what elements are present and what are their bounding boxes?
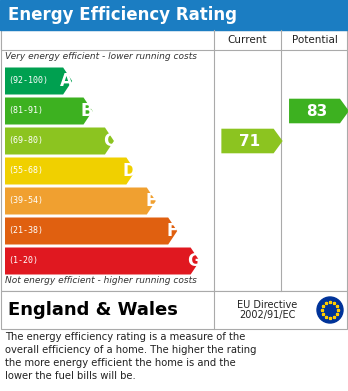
Polygon shape (5, 97, 93, 124)
Text: Not energy efficient - higher running costs: Not energy efficient - higher running co… (5, 276, 197, 285)
Text: (55-68): (55-68) (8, 167, 43, 176)
Bar (1, 291, 347, 329)
Polygon shape (221, 129, 283, 153)
Text: (92-100): (92-100) (8, 77, 48, 86)
Polygon shape (5, 127, 114, 154)
Polygon shape (289, 99, 348, 123)
Polygon shape (5, 68, 72, 95)
Text: England & Wales: England & Wales (8, 301, 178, 319)
Text: F: F (167, 222, 178, 240)
Text: Very energy efficient - lower running costs: Very energy efficient - lower running co… (5, 52, 197, 61)
Text: G: G (187, 252, 201, 270)
Bar (0, 0, 348, 30)
Bar (1, 30, 347, 50)
Text: Energy Efficiency Rating: Energy Efficiency Rating (8, 6, 237, 24)
Text: 71: 71 (239, 133, 260, 149)
Text: The energy efficiency rating is a measure of the: The energy efficiency rating is a measur… (5, 332, 245, 342)
Text: (69-80): (69-80) (8, 136, 43, 145)
Text: overall efficiency of a home. The higher the rating: overall efficiency of a home. The higher… (5, 345, 256, 355)
Polygon shape (5, 188, 156, 215)
Polygon shape (5, 248, 200, 274)
Text: (39-54): (39-54) (8, 197, 43, 206)
Text: 83: 83 (306, 104, 327, 118)
Text: the more energy efficient the home is and the: the more energy efficient the home is an… (5, 358, 236, 368)
Text: lower the fuel bills will be.: lower the fuel bills will be. (5, 371, 136, 381)
Text: C: C (103, 132, 115, 150)
Text: D: D (122, 162, 136, 180)
Text: B: B (81, 102, 94, 120)
Polygon shape (5, 158, 135, 185)
Text: EU Directive: EU Directive (237, 300, 297, 310)
Bar (1, 30, 347, 291)
Text: E: E (145, 192, 157, 210)
Text: Potential: Potential (292, 35, 338, 45)
Circle shape (317, 297, 343, 323)
Text: 2002/91/EC: 2002/91/EC (239, 310, 295, 320)
Text: (21-38): (21-38) (8, 226, 43, 235)
Text: (81-91): (81-91) (8, 106, 43, 115)
Text: (1-20): (1-20) (8, 256, 38, 265)
Text: Current: Current (228, 35, 267, 45)
Text: A: A (60, 72, 73, 90)
Polygon shape (5, 217, 177, 244)
